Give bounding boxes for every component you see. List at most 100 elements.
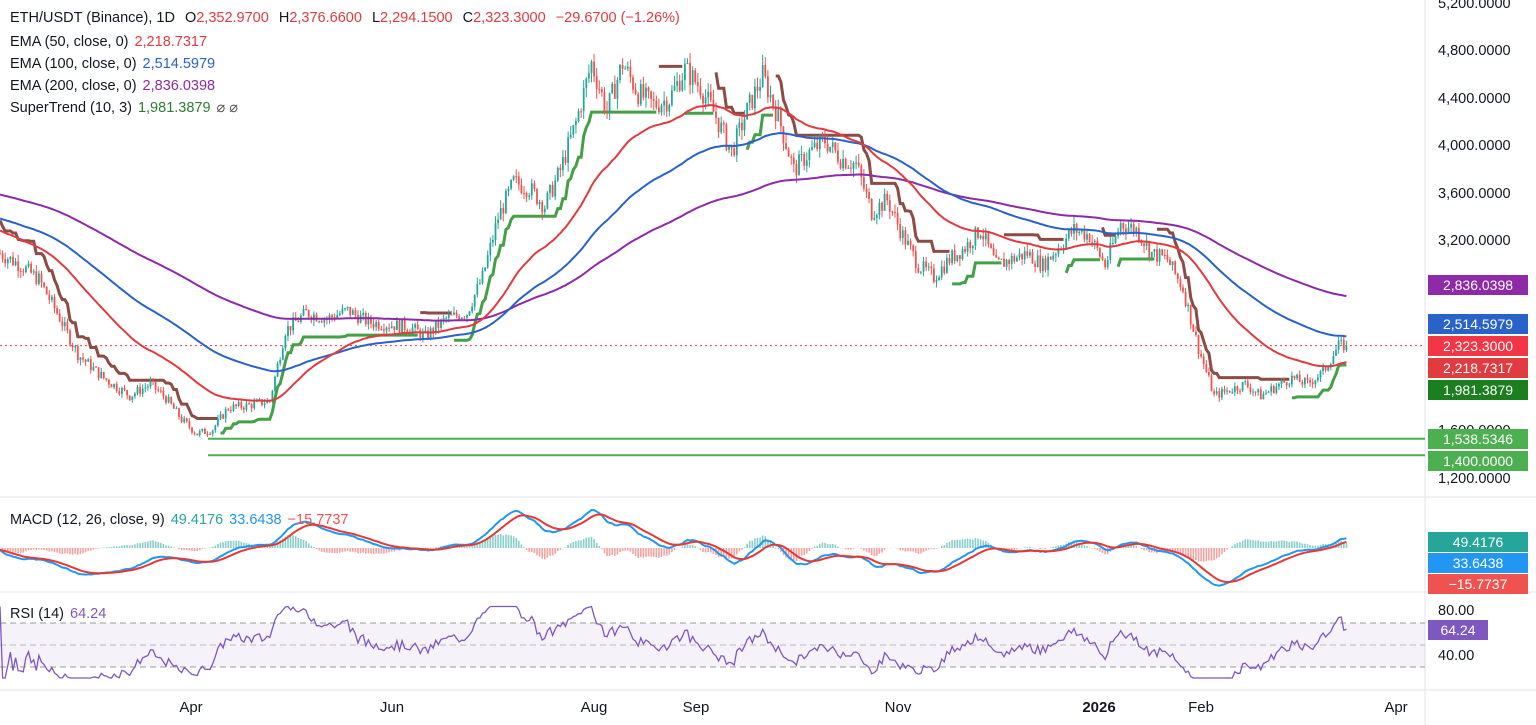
chart-root[interactable]: ETH/USDT (Binance), 1D O2,352.9700 H2,37… <box>0 0 1536 725</box>
macd-histogram-bar <box>36 548 38 550</box>
candle-body <box>1296 375 1298 379</box>
macd-histogram-bar <box>1247 539 1249 548</box>
macd-histogram-bar <box>165 545 167 548</box>
macd-histogram-bar <box>235 541 237 548</box>
macd-histogram-bar <box>435 547 437 548</box>
candle-body <box>1167 255 1169 259</box>
macd-histogram-bar <box>1294 541 1296 548</box>
candle-body <box>59 313 61 321</box>
candle-body <box>601 89 603 92</box>
candle-body <box>687 63 689 64</box>
rsi-label: RSI (14) <box>10 606 64 622</box>
candle-body <box>593 62 595 77</box>
candle-body <box>858 163 860 166</box>
macd-histogram-bar <box>360 548 362 553</box>
candle-body <box>1320 371 1322 378</box>
macd-histogram-bar <box>632 548 634 554</box>
candle-body <box>150 381 152 386</box>
candle-body <box>380 329 382 330</box>
candle-body <box>347 307 349 309</box>
macd-histogram-bar <box>432 548 434 549</box>
candle-body <box>417 324 419 329</box>
candle-body <box>772 95 774 106</box>
macd-histogram-bar <box>707 548 709 552</box>
macd-histogram-bar <box>492 536 494 548</box>
candle-body <box>637 94 639 104</box>
candle-body <box>873 218 875 220</box>
macd-histogram-bar <box>526 548 528 550</box>
candle-body <box>1190 305 1192 325</box>
macd-histogram-bar <box>368 548 370 553</box>
candle-body <box>287 326 289 336</box>
macd-histogram-bar <box>580 541 582 549</box>
macd-histogram-bar <box>67 548 69 553</box>
candle-body <box>1291 376 1293 385</box>
macd-histogram-bar <box>557 548 559 551</box>
ema100-legend[interactable]: EMA (100, close, 0) 2,514.5979 <box>10 56 215 72</box>
candle-body <box>220 414 222 418</box>
candle-body <box>0 253 1 254</box>
macd-histogram-bar <box>884 548 886 550</box>
candle-body <box>391 326 393 328</box>
macd-legend[interactable]: MACD (12, 26, close, 9) 49.4176 33.6438 −15… <box>10 512 348 528</box>
candle-body <box>318 321 320 322</box>
ema50-legend[interactable]: EMA (50, close, 0) 2,218.7317 <box>10 34 207 50</box>
candle-body <box>694 70 696 82</box>
candle-body <box>705 98 707 104</box>
macd-histogram-bar <box>269 547 271 548</box>
macd-histogram-bar <box>1278 541 1280 548</box>
macd-histogram-bar <box>643 548 645 558</box>
macd-histogram-bar <box>1213 548 1215 560</box>
candle-body <box>106 378 108 380</box>
macd-tag-2: 33.6438 <box>1428 553 1528 573</box>
rsi-value: 64.24 <box>70 606 106 622</box>
macd-histogram-bar <box>370 548 372 554</box>
candle-body <box>879 203 881 215</box>
candle-body <box>35 271 37 284</box>
macd-histogram-bar <box>1232 546 1234 548</box>
candle-body <box>780 108 782 127</box>
macd-histogram-bar <box>513 536 515 548</box>
candle-body <box>1174 261 1176 273</box>
candle-body <box>1288 385 1290 386</box>
candle-body <box>767 76 769 97</box>
candle-body <box>570 135 572 138</box>
candle-body <box>871 199 873 220</box>
supertrend-legend[interactable]: SuperTrend (10, 3) 1,981.3879 ⌀ ⌀ <box>10 100 238 116</box>
candle-body <box>474 295 476 307</box>
candle-body <box>1309 380 1311 382</box>
macd-histogram-bar <box>588 537 590 548</box>
candle-body <box>723 123 725 125</box>
candle-body <box>1068 230 1070 238</box>
candle-body <box>137 387 139 393</box>
candle-body <box>567 137 569 163</box>
macd-histogram-bar <box>897 548 899 549</box>
candle-body <box>1042 258 1044 271</box>
rsi-legend[interactable]: RSI (14) 64.24 <box>10 606 106 622</box>
macd-histogram-bar <box>378 548 380 554</box>
symbol-title: ETH/USDT (Binance), 1D <box>10 10 175 26</box>
candle-body <box>194 433 196 434</box>
candle-body <box>305 309 307 310</box>
macd-histogram-bar <box>137 543 139 548</box>
candle-body <box>565 157 567 163</box>
macd-histogram-bar <box>541 548 543 559</box>
macd-histogram-bar <box>20 548 22 553</box>
candle-body <box>453 313 455 315</box>
candle-body <box>627 67 629 69</box>
candle-body <box>445 318 447 319</box>
candle-body <box>1322 367 1324 371</box>
macd-histogram-bar <box>1200 548 1202 562</box>
candle-body <box>1172 261 1174 265</box>
macd-histogram-bar <box>1237 543 1239 548</box>
candle-body <box>949 258 951 263</box>
macd-histogram-bar <box>1299 542 1301 548</box>
ema200-legend[interactable]: EMA (200, close, 0) 2,836.0398 <box>10 78 215 94</box>
visibility-toggle-icon[interactable]: ⌀ ⌀ <box>217 100 239 116</box>
macd-histogram-bar <box>173 548 175 549</box>
candle-body <box>471 307 473 312</box>
candle-body <box>736 128 738 155</box>
macd-histogram-bar <box>495 535 497 548</box>
candle-body <box>497 220 499 224</box>
candle-body <box>643 84 645 97</box>
